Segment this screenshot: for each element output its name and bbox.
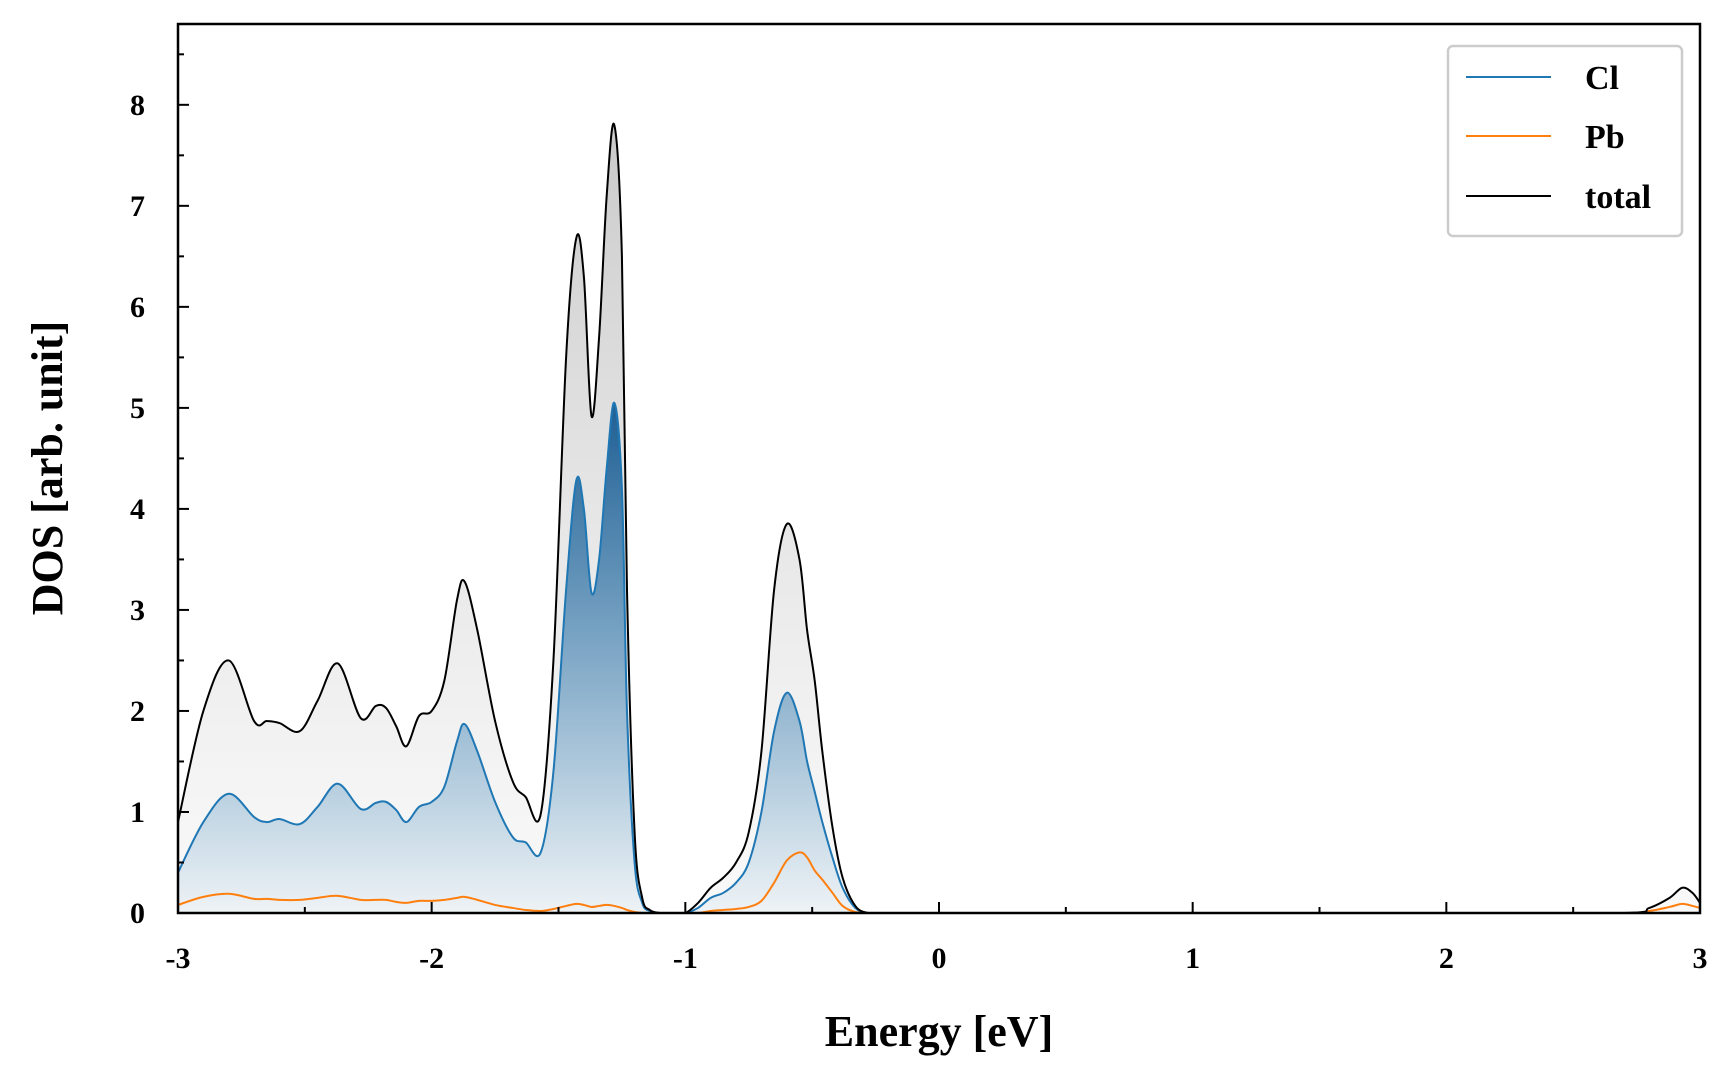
y-tick-label: 3 [130, 594, 145, 627]
legend-label-cl: Cl [1585, 60, 1619, 97]
x-tick-label: -3 [166, 942, 191, 975]
y-tick-label: 4 [130, 493, 145, 526]
legend: Cl Pb total [1446, 44, 1684, 238]
y-tick-label: 6 [130, 291, 145, 324]
y-tick-label: 2 [130, 695, 145, 728]
y-tick-label: 8 [130, 89, 145, 122]
plot-frame [176, 22, 1702, 915]
series-line-total [178, 122, 1700, 913]
axis-tick-labels: -3 -2 -1 0 1 2 3 0 1 2 3 4 5 6 7 8 [130, 89, 1708, 975]
x-tick-label: 0 [932, 942, 947, 975]
area-fills [178, 123, 1700, 913]
y-tick-label: 1 [130, 796, 145, 829]
y-tick-label: 5 [130, 392, 145, 425]
legend-label-pb: Pb [1585, 119, 1625, 156]
x-tick-label: 2 [1439, 942, 1454, 975]
y-tick-label: 0 [130, 897, 145, 930]
series-line-pb [178, 851, 1700, 913]
y-axis-label: DOS [arb. unit] [23, 321, 72, 616]
cl-area-fill [178, 402, 1700, 913]
legend-box [1446, 44, 1684, 238]
x-tick-label: -2 [419, 942, 444, 975]
series-line-cl [178, 401, 1700, 913]
x-tick-label: 1 [1185, 942, 1200, 975]
legend-label-total: total [1585, 179, 1651, 216]
x-tick-label: -1 [673, 942, 698, 975]
y-tick-label: 7 [130, 190, 145, 223]
series-lines [178, 122, 1700, 913]
x-tick-label: 3 [1693, 942, 1708, 975]
total-area-fill [178, 123, 1700, 913]
x-axis-label: Energy [eV] [825, 1007, 1054, 1056]
